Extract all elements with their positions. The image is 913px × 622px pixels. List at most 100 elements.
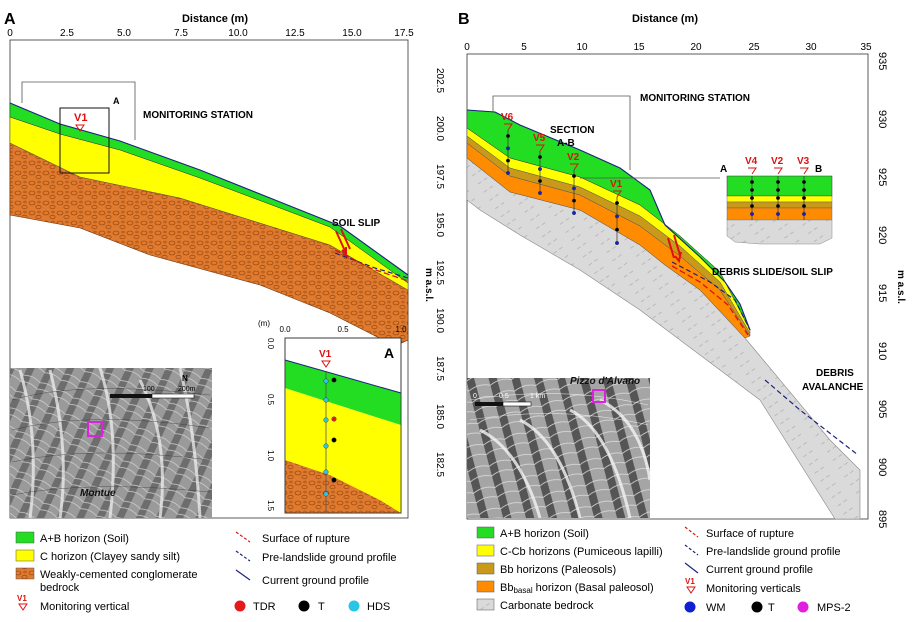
legend-hds-label: HDS <box>367 601 390 613</box>
vertical-marker <box>613 190 622 198</box>
panel-a: A Distance (m) 0 2.5 5.0 7.5 10.0 12.5 1… <box>4 11 445 519</box>
legend-b-rupture-line <box>684 526 699 538</box>
sensor-dot <box>615 227 620 232</box>
map-b-scale-0: 0 <box>473 393 477 400</box>
legend-b-v-marker <box>686 586 696 594</box>
sensor-dot <box>802 203 807 208</box>
panel-a-legend: A+B horizon (Soil) C horizon (Clayey san… <box>15 531 397 613</box>
inset-a-frame-top <box>284 337 402 514</box>
vertical-label: V5 <box>533 133 546 144</box>
inset-vertical-label: V4 <box>745 156 758 167</box>
station-bracket <box>21 81 136 140</box>
legend-b-bbasal-swatch <box>476 580 495 593</box>
sensor-dot <box>750 179 755 184</box>
map-b-ridges <box>479 398 652 519</box>
legend-b-monitoring-label: Monitoring verticals <box>706 583 801 595</box>
panel-a-ylabel: m a.s.l. <box>423 268 434 302</box>
panel-b-letter: B <box>458 11 470 28</box>
inset-a-ytick: 0.0 <box>266 338 275 350</box>
y-tick: 920 <box>876 226 888 244</box>
legend-b-bb-swatch <box>476 562 495 575</box>
legend-c-swatch <box>15 549 35 562</box>
map-b-scale-bar-white <box>502 401 532 407</box>
x-tick: 12.5 <box>285 28 305 39</box>
legend-rupture-label: Surface of rupture <box>262 533 350 545</box>
rupture-surface-b <box>671 265 749 336</box>
map-b-contours <box>469 393 649 426</box>
map-a-scale-b: 200m <box>178 386 196 393</box>
sensor-dot <box>538 166 543 171</box>
y-tick: 925 <box>876 168 888 186</box>
legend-b-t-label: T <box>768 602 775 614</box>
inset-a-soil <box>285 360 401 425</box>
t-sensor <box>331 437 337 443</box>
legend-c-label: C horizon (Clayey sandy silt) <box>40 551 180 563</box>
legend-b-bbasal-label: Bbbasal horizon (Basal paleosol) <box>500 582 654 595</box>
inset-b: A B V4 V2 V3 <box>720 156 833 245</box>
location-map-b: 0 0.5 1 km Pizzo d'Alvano <box>467 376 652 519</box>
x-tick: 5.0 <box>117 28 131 39</box>
inset-a-bedrock <box>285 460 401 513</box>
sensor-dot <box>538 190 543 195</box>
inset-a-xtick: 1.0 <box>395 325 407 334</box>
x-tick: 0 <box>464 42 470 53</box>
map-a-contours <box>11 388 211 496</box>
vertical-label: V2 <box>567 152 580 163</box>
sensor-dot <box>750 211 755 216</box>
inset-a-letter: A <box>384 345 394 361</box>
map-a-scale-bar <box>110 394 152 398</box>
sensor-dot <box>802 187 807 192</box>
map-b-scale-b: 1 km <box>530 393 545 400</box>
legend-t-dot <box>298 600 310 612</box>
panel-b: B Distance (m) 0 5 10 15 20 25 30 35 935… <box>458 11 906 528</box>
sensor-dot <box>572 210 577 215</box>
panel-b-xlabel: Distance (m) <box>632 13 698 25</box>
tdr-sensor <box>331 416 337 422</box>
map-a-scale-a: 100 <box>143 386 155 393</box>
legend-b-t-dot <box>751 601 763 613</box>
map-a-scale-bar-white <box>151 393 195 399</box>
legend-b-carbonate-swatch <box>476 598 495 611</box>
inset-a-sensors <box>323 377 337 497</box>
hds-sensor <box>323 443 329 449</box>
inset-vertical-marker <box>800 167 809 175</box>
map-a-ridges <box>18 367 202 519</box>
inset-b-verticals: V4 V2 V3 <box>745 156 810 220</box>
panel-b-plot-frame <box>466 53 869 520</box>
panel-b-ylabel: m a.s.l. <box>895 270 906 304</box>
x-tick: 2.5 <box>60 28 74 39</box>
x-tick: 10 <box>576 42 588 53</box>
soil-slip-label: SOIL SLIP <box>332 218 380 229</box>
x-tick: 10.0 <box>228 28 248 39</box>
sensor-dot <box>572 186 577 191</box>
legend-b-v-symbol: V1 <box>685 577 695 586</box>
legend-soil-label: A+B horizon (Soil) <box>40 533 129 545</box>
legend-pre-label: Pre-landslide ground profile <box>262 552 397 564</box>
hds-sensor <box>323 378 329 384</box>
section-label-1: SECTION <box>550 125 594 136</box>
y-tick: 905 <box>876 400 888 418</box>
inset-b-a: A <box>720 164 727 175</box>
x-tick: 15.0 <box>342 28 362 39</box>
x-tick: 35 <box>860 42 872 53</box>
inset-b-carbonate <box>726 219 833 245</box>
map-b-scale-bar <box>475 402 503 406</box>
legend-b-rupture-label: Surface of rupture <box>706 528 794 540</box>
inset-vertical-label: V2 <box>771 156 784 167</box>
inset-a-v1-marker <box>321 360 331 368</box>
sensor-dot <box>506 170 511 175</box>
y-tick: 910 <box>876 342 888 360</box>
legend-b-mps-dot <box>797 601 809 613</box>
panel-b-legend: A+B horizon (Soil) C-Cb horizons (Pumice… <box>476 526 851 614</box>
sensor-dot <box>750 187 755 192</box>
y-tick: 900 <box>876 458 888 476</box>
x-tick: 15 <box>633 42 645 53</box>
x-tick: 20 <box>690 42 702 53</box>
sensor-dot <box>506 158 511 163</box>
map-b-place: Pizzo d'Alvano <box>570 376 640 387</box>
legend-tdr-label: TDR <box>253 601 276 613</box>
y-tick: 197.5 <box>434 164 445 189</box>
t-sensor <box>331 477 337 483</box>
panel-a-letter: A <box>4 11 16 28</box>
x-tick: 0 <box>7 28 13 39</box>
